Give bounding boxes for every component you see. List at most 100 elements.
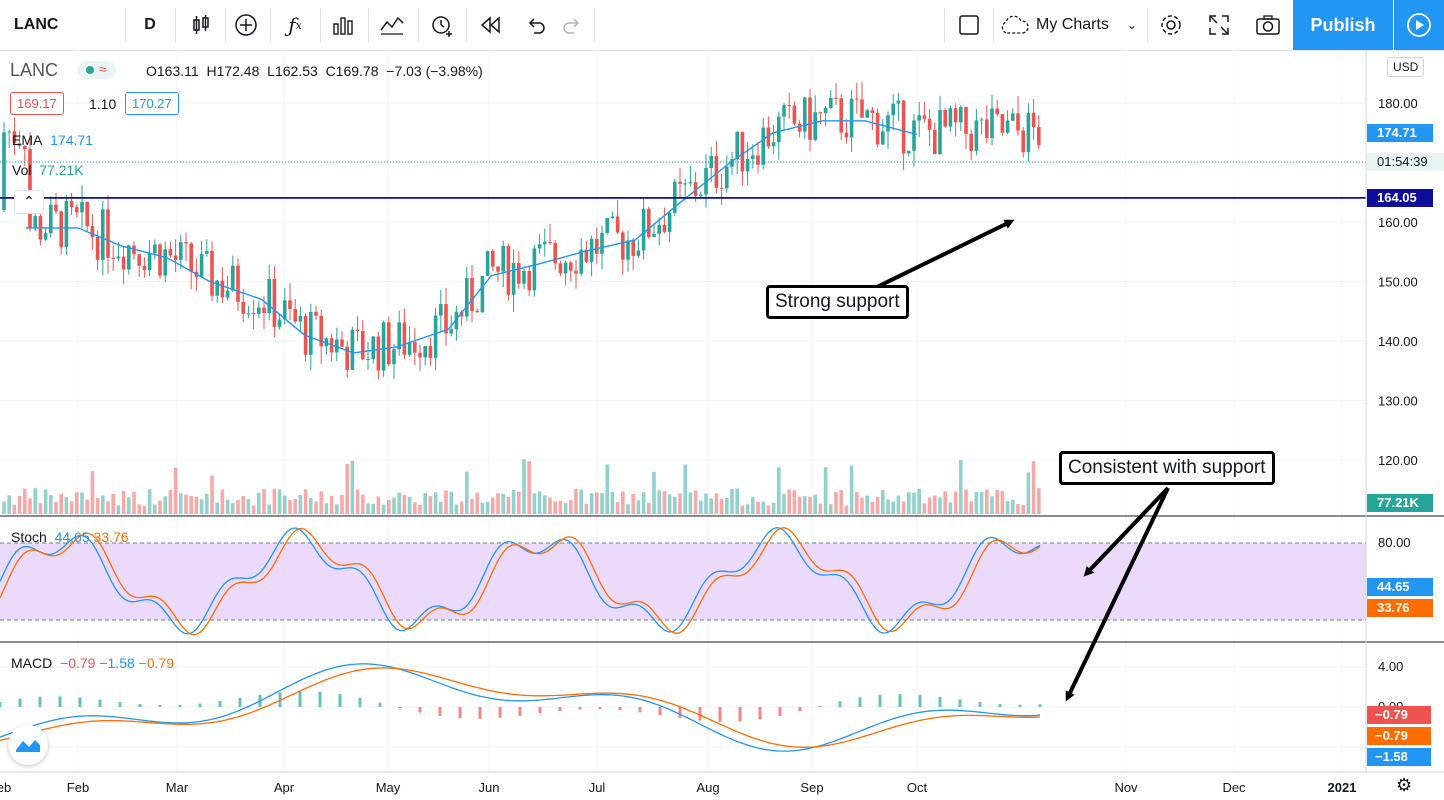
my-charts-button[interactable]: My Charts ⌄ xyxy=(998,0,1146,50)
candle-body xyxy=(1005,120,1010,133)
replay-icon[interactable] xyxy=(470,0,512,50)
fullscreen-icon[interactable] xyxy=(1198,0,1240,50)
candle-body xyxy=(449,329,453,334)
volume-bar xyxy=(501,494,505,514)
macd-hist-bar xyxy=(618,707,622,711)
volume-bar xyxy=(90,471,95,514)
volume-bar xyxy=(813,494,817,514)
candle-body xyxy=(699,194,703,196)
macd-hist-bar xyxy=(518,707,522,716)
tradingview-logo-icon[interactable] xyxy=(8,725,48,765)
candle-body xyxy=(496,266,500,272)
volume-bar xyxy=(345,463,349,514)
time-tick-label: Oct xyxy=(907,780,928,795)
candle-body xyxy=(839,98,843,133)
volume-bar xyxy=(1031,461,1036,514)
candle-body xyxy=(688,182,693,184)
play-icon[interactable] xyxy=(1394,0,1444,50)
volume-bar xyxy=(376,496,381,514)
volume-bar xyxy=(537,491,542,514)
publish-button[interactable]: Publish xyxy=(1293,0,1393,50)
toolbar-divider xyxy=(270,8,271,42)
volume-bar xyxy=(465,471,469,514)
ask-badge[interactable]: 170.27 xyxy=(125,92,179,115)
candle-body xyxy=(719,187,724,189)
camera-icon[interactable] xyxy=(1246,0,1290,50)
volume-bar xyxy=(506,496,511,514)
macd-signal-line xyxy=(0,667,1041,748)
volume-bar xyxy=(1026,472,1031,514)
candle-body xyxy=(1000,114,1005,133)
macd-hist-bar xyxy=(178,705,182,707)
time-tick-label: Jun xyxy=(479,780,500,795)
candle-body xyxy=(678,181,682,184)
volume-bar xyxy=(673,496,677,514)
ema-line xyxy=(25,120,918,354)
candle-body xyxy=(381,322,386,371)
volume-bar xyxy=(782,493,786,514)
candle-body xyxy=(28,149,32,229)
candle-body xyxy=(257,307,261,314)
macd-hist-bar xyxy=(198,703,202,707)
volume-bar xyxy=(766,505,771,514)
time-tick-label: Aug xyxy=(696,780,719,795)
candle-body xyxy=(605,217,609,233)
macd-hist-bar xyxy=(78,697,82,707)
volume-bar xyxy=(886,499,890,514)
macd-hist-bar xyxy=(798,707,802,712)
candle-body xyxy=(376,336,381,371)
candle-body xyxy=(865,110,869,118)
volume-bar xyxy=(1021,504,1025,514)
collapse-legend-icon[interactable]: ⌃ xyxy=(14,190,44,214)
candle-body xyxy=(59,211,63,248)
volume-bar xyxy=(938,497,942,514)
candle-body xyxy=(896,100,901,104)
candle-body xyxy=(901,100,906,154)
settings-gear-icon[interactable] xyxy=(1150,0,1192,50)
compare-add-icon[interactable] xyxy=(226,0,266,50)
redo-icon[interactable] xyxy=(552,0,592,50)
candle-body xyxy=(397,322,401,350)
volume-bar xyxy=(979,492,984,514)
candle-body xyxy=(714,155,719,188)
bid-badge[interactable]: 169.17 xyxy=(10,92,64,115)
consistent-support-callout: Consistent with support xyxy=(1059,451,1275,485)
candle-body xyxy=(168,249,173,256)
volume-bar xyxy=(262,488,266,514)
price-tick-label: 180.00 xyxy=(1378,96,1418,111)
templates-icon[interactable] xyxy=(322,0,364,50)
alert-clock-icon[interactable] xyxy=(420,0,464,50)
volume-bar xyxy=(875,496,880,514)
undo-icon[interactable] xyxy=(516,0,556,50)
volume-bar xyxy=(589,493,594,514)
candle-body xyxy=(49,204,53,234)
volume-bar xyxy=(303,489,308,514)
volume-bar xyxy=(818,503,823,514)
candle-body xyxy=(527,270,531,291)
price-chart[interactable]: 180.00170.00160.00150.00140.00130.00120.… xyxy=(0,50,1444,800)
strategy-icon[interactable] xyxy=(370,0,414,50)
macd-line-badge: −1.58 xyxy=(1367,748,1431,766)
candle-type-icon[interactable] xyxy=(180,0,222,50)
candle-body xyxy=(517,263,521,284)
candle-body xyxy=(652,233,656,238)
volume-bar xyxy=(433,492,438,514)
currency-badge[interactable]: USD xyxy=(1387,57,1425,77)
volume-bar xyxy=(59,493,63,514)
volume-bar xyxy=(626,504,630,514)
volume-bar xyxy=(387,500,391,514)
volume-bar xyxy=(730,489,734,514)
time-tick-label: Mar xyxy=(166,780,189,795)
candle-body xyxy=(95,236,100,260)
layout-square-icon[interactable] xyxy=(948,0,990,50)
strong-support-callout: Strong support xyxy=(766,285,909,319)
volume-bar xyxy=(423,492,427,514)
candle-body xyxy=(990,108,994,139)
candle-body xyxy=(407,341,412,355)
volume-bar xyxy=(834,491,838,514)
symbol-search-button[interactable]: LANC xyxy=(14,16,59,33)
interval-button[interactable]: D xyxy=(144,16,156,33)
axis-settings-gear-icon[interactable]: ⚙ xyxy=(1396,775,1413,795)
